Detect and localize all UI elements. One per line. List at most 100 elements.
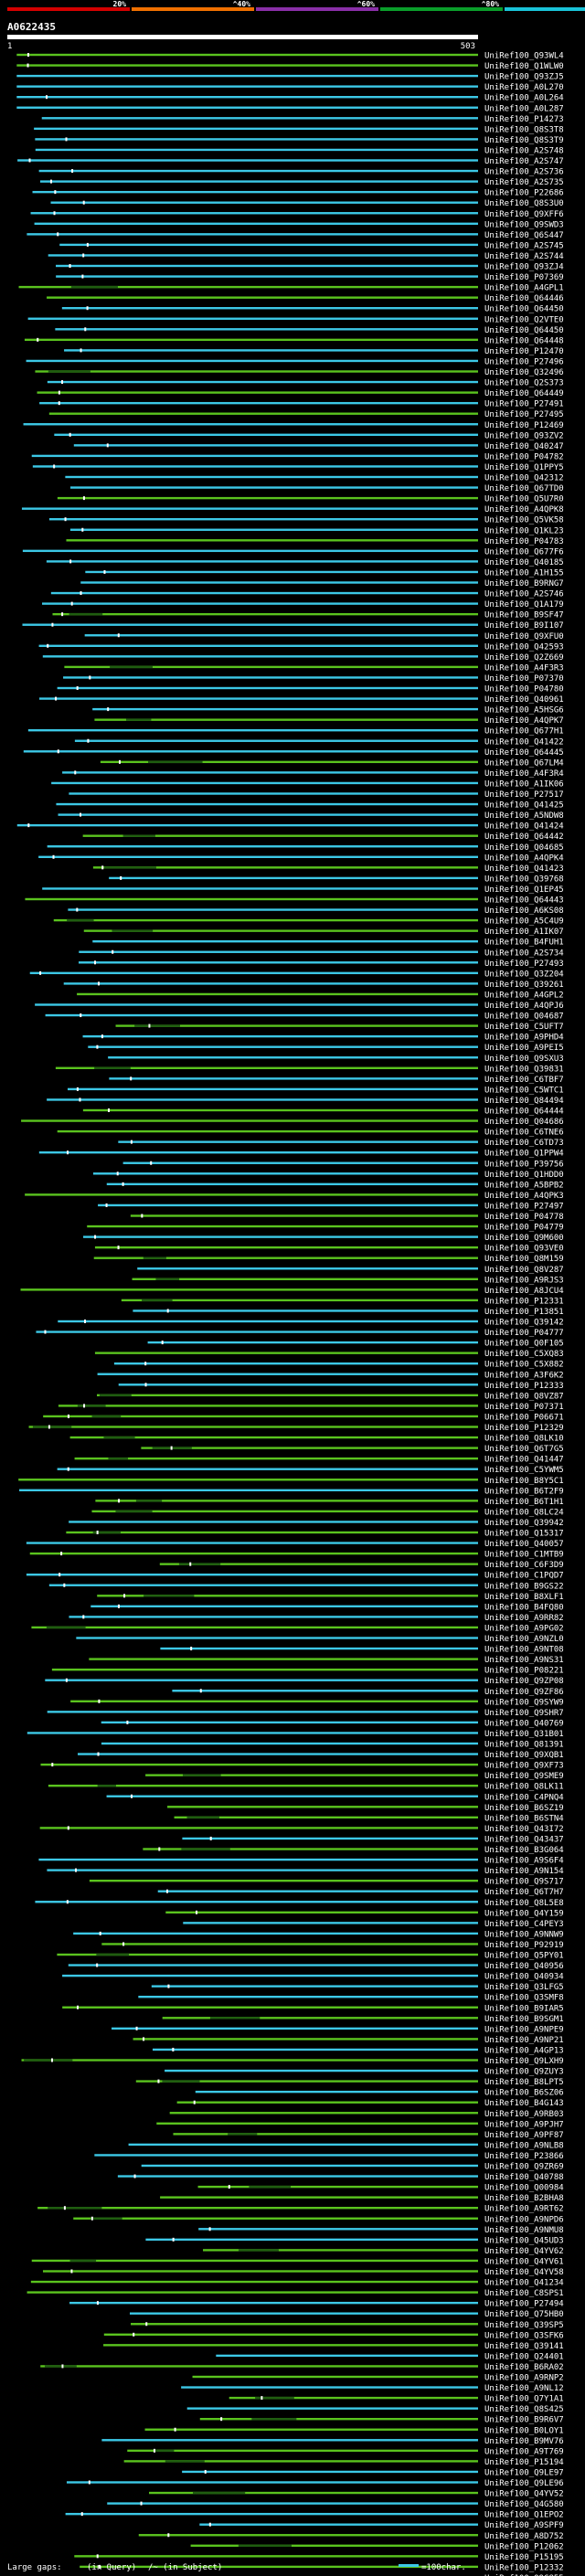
hit-label[interactable]: UniRef100_Q9SYW9 xyxy=(484,1698,564,1707)
hit-label[interactable]: UniRef100_A0L264 xyxy=(484,94,564,103)
hit-label[interactable]: UniRef100_Q1EPO2 xyxy=(484,2511,564,2520)
hit-label[interactable]: UniRef100_P12062 xyxy=(484,2542,564,2551)
hit-label[interactable]: UniRef100_Q1WLW0 xyxy=(484,62,564,71)
hit-label[interactable]: UniRef100_P12333 xyxy=(484,1382,564,1391)
hit-label[interactable]: UniRef100_Q8S3T8 xyxy=(484,125,564,134)
hit-label[interactable]: UniRef100_Q9LE97 xyxy=(484,2468,564,2477)
hit-label[interactable]: UniRef100_A9RR82 xyxy=(484,1614,564,1623)
hit-label[interactable]: UniRef100_A5C4U9 xyxy=(484,917,564,927)
hit-label[interactable]: UniRef100_C6TBF7 xyxy=(484,1076,564,1085)
hit-label[interactable]: UniRef100_Q93VE0 xyxy=(484,1245,564,1254)
hit-label[interactable]: UniRef100_P07370 xyxy=(484,674,564,684)
hit-label[interactable]: UniRef100_Q9SWD3 xyxy=(484,220,564,229)
hit-label[interactable]: UniRef100_A8JCU4 xyxy=(484,1287,564,1296)
hit-label[interactable]: UniRef100_P12332 xyxy=(484,2563,564,2572)
hit-label[interactable]: UniRef100_A4QPK7 xyxy=(484,716,564,726)
hit-label[interactable]: UniRef100_Q6T7H7 xyxy=(484,1888,564,1897)
hit-label[interactable]: UniRef100_Q39831 xyxy=(484,1065,564,1074)
hit-label[interactable]: UniRef100_Q9S717 xyxy=(484,1878,564,1887)
hit-label[interactable]: UniRef100_Q4G580 xyxy=(484,2500,564,2509)
hit-label[interactable]: UniRef100_Q1KL23 xyxy=(484,526,564,535)
hit-label[interactable]: UniRef100_A2S745 xyxy=(484,241,564,250)
hit-label[interactable]: UniRef100_C6F3D9 xyxy=(484,1561,564,1570)
hit-label[interactable]: UniRef100_Q8S3T9 xyxy=(484,136,564,145)
hit-label[interactable]: UniRef100_A5NDW8 xyxy=(484,811,564,821)
hit-label[interactable]: UniRef100_P07371 xyxy=(484,1403,564,1412)
hit-label[interactable]: UniRef100_P39756 xyxy=(484,1160,564,1169)
hit-label[interactable]: UniRef100_A5BPB2 xyxy=(484,1181,564,1190)
hit-label[interactable]: UniRef100_P04783 xyxy=(484,537,564,546)
hit-label[interactable]: UniRef100_Q84494 xyxy=(484,1097,564,1106)
hit-label[interactable]: UniRef100_Q9M600 xyxy=(484,1234,564,1243)
hit-label[interactable]: UniRef100_Q41422 xyxy=(484,737,564,747)
hit-label[interactable]: UniRef100_Q75HB0 xyxy=(484,2310,564,2319)
hit-label[interactable]: UniRef100_P23866 xyxy=(484,2152,564,2161)
hit-label[interactable]: UniRef100_B9RNG7 xyxy=(484,579,564,588)
hit-label[interactable]: UniRef100_Q67LM4 xyxy=(484,758,564,768)
hit-label[interactable]: UniRef100_B6T1H1 xyxy=(484,1498,564,1507)
hit-label[interactable]: UniRef100_Q3SMF8 xyxy=(484,1994,564,2003)
hit-label[interactable]: UniRef100_P12469 xyxy=(484,421,564,430)
hit-label[interactable]: UniRef100_Q1PPW4 xyxy=(484,1150,564,1159)
hit-label[interactable]: UniRef100_Q9ZUY3 xyxy=(484,2068,564,2077)
hit-label[interactable]: UniRef100_B8LPT5 xyxy=(484,2078,564,2087)
hit-label[interactable]: UniRef100_Q1PPY5 xyxy=(484,463,564,472)
hit-label[interactable]: UniRef100_A4F3R4 xyxy=(484,769,564,779)
hit-label[interactable]: UniRef100_A9NS31 xyxy=(484,1656,564,1665)
hit-label[interactable]: UniRef100_P04782 xyxy=(484,452,564,461)
hit-label[interactable]: UniRef100_B4FUH1 xyxy=(484,938,564,948)
hit-label[interactable]: UniRef100_P04780 xyxy=(484,685,564,694)
hit-label[interactable]: UniRef100_Q9LE96 xyxy=(484,2479,564,2488)
hit-label[interactable]: UniRef100_C1PQD7 xyxy=(484,1572,564,1581)
hit-label[interactable]: UniRef100_A9RT62 xyxy=(484,2205,564,2214)
hit-label[interactable]: UniRef100_Q40934 xyxy=(484,1973,564,1982)
hit-label[interactable]: UniRef100_Q8L5E8 xyxy=(484,1899,564,1908)
hit-label[interactable]: UniRef100_P27491 xyxy=(484,400,564,409)
hit-label[interactable]: UniRef100_B8Y5C1 xyxy=(484,1477,564,1486)
hit-label[interactable]: UniRef100_A9NPE9 xyxy=(484,2025,564,2034)
hit-label[interactable]: UniRef100_Q1EP45 xyxy=(484,885,564,895)
hit-label[interactable]: UniRef100_A3F6K2 xyxy=(484,1371,564,1380)
hit-label[interactable]: UniRef100_P15194 xyxy=(484,2458,564,2467)
hit-label[interactable]: UniRef100_A2S748 xyxy=(484,146,564,155)
hit-label[interactable]: UniRef100_B6T2F9 xyxy=(484,1487,564,1496)
hit-label[interactable]: UniRef100_Q8LC24 xyxy=(484,1508,564,1517)
hit-label[interactable]: UniRef100_Q04687 xyxy=(484,1012,564,1022)
hit-label[interactable]: UniRef100_P92919 xyxy=(484,1941,564,1950)
hit-label[interactable]: UniRef100_P12329 xyxy=(484,1424,564,1433)
hit-label[interactable]: UniRef100_Q41423 xyxy=(484,864,564,874)
hit-label[interactable]: UniRef100_A9PJH7 xyxy=(484,2120,564,2129)
hit-label[interactable]: UniRef100_Q9SME9 xyxy=(484,1772,564,1781)
hit-label[interactable]: UniRef100_Q5VK58 xyxy=(484,516,564,525)
hit-label[interactable]: UniRef100_Q8V287 xyxy=(484,1266,564,1275)
hit-label[interactable]: UniRef100_P04777 xyxy=(484,1329,564,1338)
hit-label[interactable]: UniRef100_P12470 xyxy=(484,347,564,356)
hit-label[interactable]: UniRef100_A9PHD4 xyxy=(484,1034,564,1043)
hit-label[interactable]: UniRef100_Q40788 xyxy=(484,2173,564,2182)
hit-label[interactable]: UniRef100_P08221 xyxy=(484,1667,564,1676)
hit-label[interactable]: UniRef100_B6SZ06 xyxy=(484,2089,564,2098)
hit-label[interactable]: UniRef100_Q64446 xyxy=(484,294,564,303)
hit-label[interactable]: UniRef100_A4GPL1 xyxy=(484,284,564,293)
hit-label[interactable]: UniRef100_Q2VTE0 xyxy=(484,315,564,324)
hit-label[interactable]: UniRef100_Q6T7G5 xyxy=(484,1445,564,1454)
hit-label[interactable]: UniRef100_Q8M159 xyxy=(484,1255,564,1264)
hit-label[interactable]: UniRef100_A9NT08 xyxy=(484,1646,564,1655)
hit-label[interactable]: UniRef100_C4PEY3 xyxy=(484,1920,564,1929)
hit-label[interactable]: UniRef100_Q677H1 xyxy=(484,727,564,737)
hit-label[interactable]: UniRef100_Q40185 xyxy=(484,558,564,567)
hit-label[interactable]: UniRef100_Q2Z669 xyxy=(484,653,564,663)
hit-label[interactable]: UniRef100_Q64449 xyxy=(484,389,564,398)
hit-label[interactable]: UniRef100_Q4Y159 xyxy=(484,1909,564,1918)
hit-label[interactable]: UniRef100_Q6S447 xyxy=(484,231,564,240)
hit-label[interactable]: UniRef100_Q39768 xyxy=(484,875,564,884)
hit-label[interactable]: UniRef100_Q04685 xyxy=(484,843,564,853)
hit-label[interactable]: UniRef100_Q39SP5 xyxy=(484,2321,564,2330)
hit-label[interactable]: UniRef100_A2S736 xyxy=(484,168,564,177)
hit-label[interactable]: UniRef100_Q24401 xyxy=(484,2352,564,2361)
hit-label[interactable]: UniRef100_B8XLF1 xyxy=(484,1593,564,1602)
hit-label[interactable]: UniRef100_P27517 xyxy=(484,790,564,800)
hit-label[interactable]: UniRef100_Q2S373 xyxy=(484,379,564,388)
hit-label[interactable]: UniRef100_C6TD73 xyxy=(484,1139,564,1148)
hit-label[interactable]: UniRef100_A9N154 xyxy=(484,1867,564,1876)
